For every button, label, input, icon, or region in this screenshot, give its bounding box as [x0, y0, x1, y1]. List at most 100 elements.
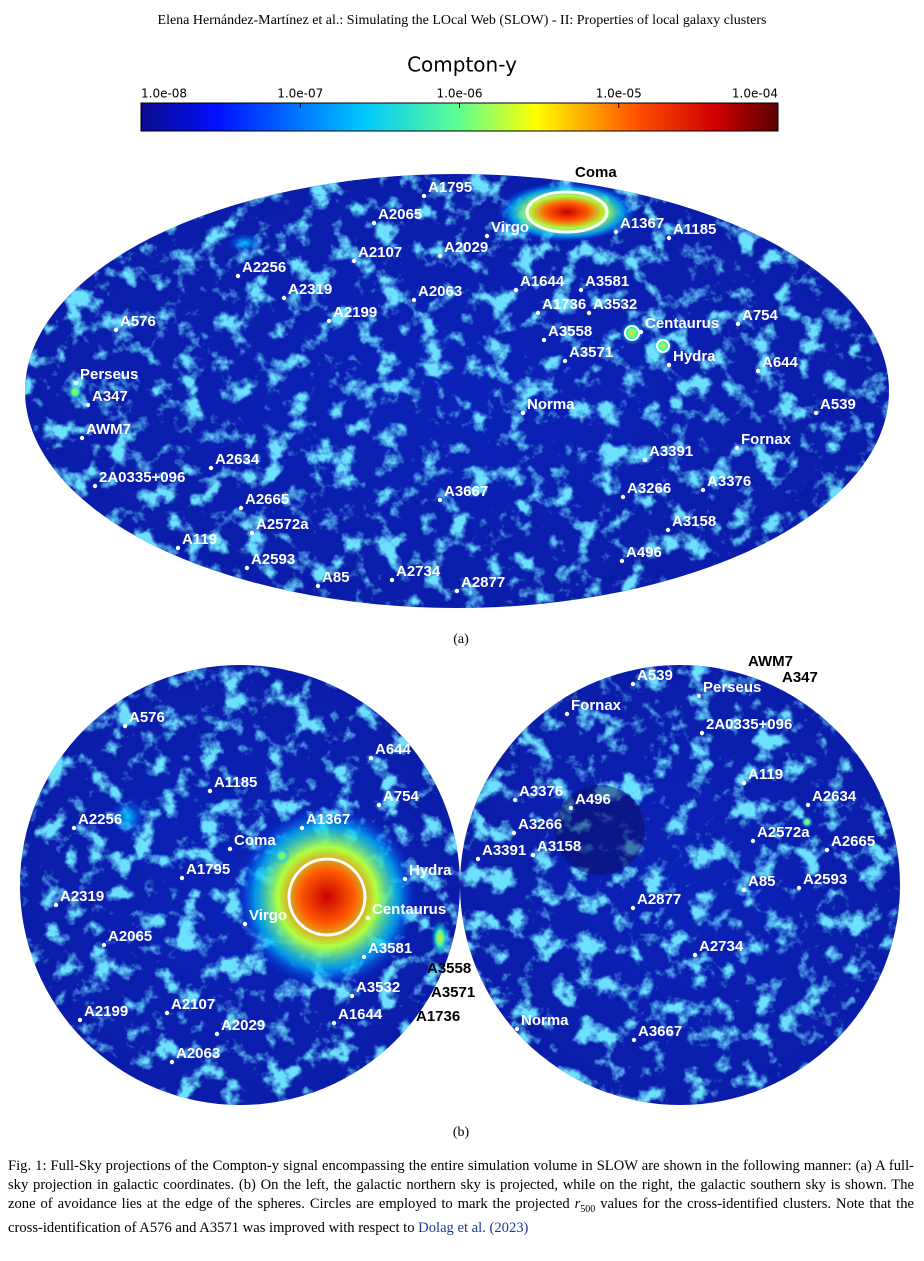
cluster-marker: [101, 942, 107, 948]
sky-map-b-north: [20, 665, 460, 1105]
cluster-marker: [207, 788, 213, 794]
cluster-marker: [402, 876, 408, 882]
cluster-marker: [389, 577, 395, 583]
sky-map-b-south: [460, 665, 900, 1105]
cluster-label: Virgo: [249, 907, 287, 924]
cluster-label: A2107: [358, 244, 402, 261]
cluster-marker: [376, 802, 382, 808]
cluster-label: A2107: [171, 996, 215, 1013]
cluster-marker: [586, 310, 592, 316]
cluster-label: A2199: [84, 1003, 128, 1020]
colorbar-ticks: 1.0e-08 1.0e-07 1.0e-06 1.0e-05 1.0e-04: [140, 87, 779, 108]
cluster-label: A3532: [593, 296, 637, 313]
cluster-marker: [349, 993, 355, 999]
cluster-label: A2319: [288, 281, 332, 298]
cluster-label: A2256: [78, 811, 122, 828]
cluster-label: A496: [575, 791, 611, 808]
cluster-marker: [299, 825, 305, 831]
cluster-marker: [169, 1059, 175, 1065]
cluster-label: A1367: [620, 215, 664, 232]
cluster-label: A2877: [637, 891, 681, 908]
cluster-marker: [249, 530, 255, 536]
colorbar-tick-label: 1.0e-05: [596, 87, 642, 101]
cluster-label: A2877: [461, 574, 505, 591]
citation-link[interactable]: Dolag et al. (2023): [418, 1219, 529, 1236]
cluster-marker: [750, 838, 756, 844]
cluster-marker: [244, 565, 250, 571]
cluster-label: A3571: [569, 344, 613, 361]
cluster-marker: [824, 847, 830, 853]
cluster-label: A2593: [803, 871, 847, 888]
cluster-marker: [700, 487, 706, 493]
cluster-marker: [631, 1037, 637, 1043]
cluster-label: A2029: [221, 1017, 265, 1034]
cluster-marker: [315, 583, 321, 589]
cluster-label: A3667: [638, 1023, 682, 1040]
cluster-marker: [520, 410, 526, 416]
cluster-label: AWM7: [748, 653, 793, 670]
cluster-marker: [541, 337, 547, 343]
cluster-label: A3158: [537, 838, 581, 855]
cluster-marker: [475, 856, 481, 862]
cluster-marker: [208, 465, 214, 471]
sky-map-a: [25, 174, 889, 608]
cluster-marker: [484, 233, 490, 239]
cluster-label: A2256: [242, 259, 286, 276]
cluster-label: A2634: [215, 451, 260, 468]
cluster-label: Centaurus: [372, 901, 446, 918]
cluster-label: A2319: [60, 888, 104, 905]
cluster-label: A2634: [812, 788, 857, 805]
cluster-label: A2199: [333, 304, 377, 321]
cluster-marker: [454, 588, 460, 594]
cluster-marker: [734, 445, 740, 451]
cluster-marker: [71, 825, 77, 831]
cluster-label: A3376: [707, 473, 751, 490]
cluster-marker: [113, 327, 119, 333]
cluster-label: A1644: [520, 273, 565, 290]
cluster-label: A754: [742, 307, 779, 324]
cluster-label: A3266: [627, 480, 671, 497]
cluster-marker: [351, 258, 357, 264]
cluster-marker: [666, 362, 672, 368]
cluster-marker: [514, 1026, 520, 1032]
cluster-marker: [53, 902, 59, 908]
cluster-label: A2572a: [256, 516, 309, 533]
cluster-label: A3391: [649, 443, 693, 460]
cluster-label: Fornax: [741, 431, 792, 448]
colorbar-tick-label: 1.0e-07: [277, 87, 323, 101]
cluster-label: 2A0335+096: [99, 469, 185, 486]
cluster-label: Virgo: [491, 219, 529, 236]
cluster-label: A2665: [831, 833, 875, 850]
cluster-label: A3376: [519, 783, 563, 800]
colorbar-tick-label: 1.0e-04: [732, 87, 778, 101]
cluster-marker: [77, 1017, 83, 1023]
cluster-label: A2734: [396, 563, 441, 580]
cluster-label: A576: [120, 313, 156, 330]
caption-subscript: 500: [580, 1203, 596, 1215]
cluster-label: A3158: [672, 513, 716, 530]
cluster-label: A2572a: [757, 824, 810, 841]
cluster-label: A1795: [428, 179, 472, 196]
cluster-marker: [437, 497, 443, 503]
cluster-label: A644: [375, 741, 412, 758]
cluster-marker: [741, 780, 747, 786]
cluster-marker: [512, 797, 518, 803]
cluster-marker: [666, 235, 672, 241]
cluster-label: A347: [92, 388, 128, 405]
cluster-label: A3581: [585, 273, 629, 290]
cluster-label: Coma: [575, 164, 617, 181]
cluster-label: A2734: [699, 938, 744, 955]
cluster-marker: [796, 885, 802, 891]
cluster-label: A3558: [427, 960, 471, 977]
cluster-marker: [511, 830, 517, 836]
caption-text: Fig. 1: Full-Sky projections of the Comp…: [8, 1158, 914, 1212]
cluster-label: A85: [322, 569, 350, 586]
cluster-marker: [92, 483, 98, 489]
cluster-marker: [564, 711, 570, 717]
cluster-marker: [85, 402, 91, 408]
colorbar-title: Compton-y: [407, 53, 517, 77]
cluster-marker: [630, 905, 636, 911]
caption: Fig. 1: Full-Sky projections of the Comp…: [8, 1157, 914, 1238]
cluster-marker: [235, 273, 241, 279]
